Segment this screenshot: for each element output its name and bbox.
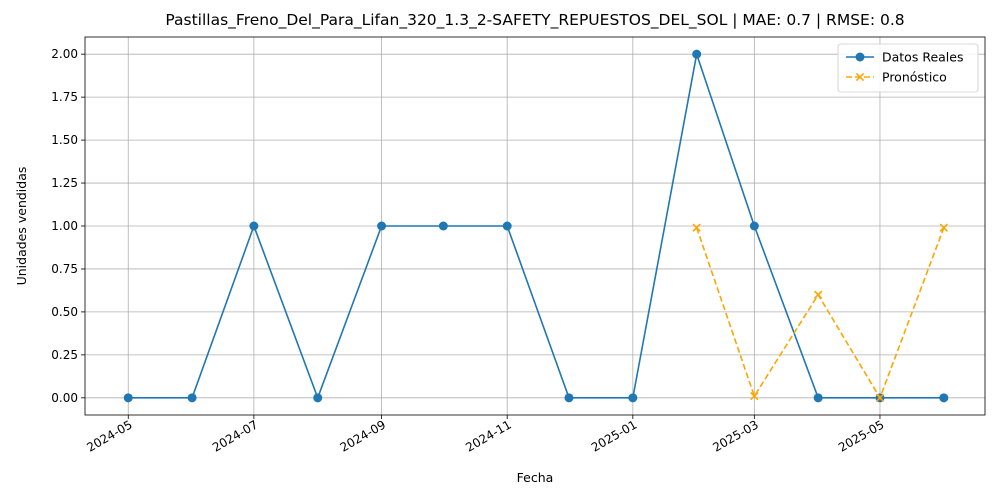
data-point-actual — [939, 393, 949, 403]
series-line-actual — [128, 51, 944, 401]
x-axis-label: Fecha — [517, 470, 554, 485]
legend-box — [837, 43, 979, 93]
x-tick-label: 2024-05 — [84, 417, 134, 454]
data-point-actual — [377, 221, 387, 231]
legend-entry: Pronóstico — [882, 70, 947, 85]
legend-entry: Datos Reales — [882, 50, 963, 65]
y-tick-label: 0.50 — [51, 305, 78, 319]
series-line-forecast — [695, 227, 945, 400]
x-tick-label: 2024-09 — [338, 417, 388, 454]
data-point-actual — [438, 221, 448, 231]
x-tick-label: 2025-01 — [589, 417, 639, 454]
data-point-forecast — [875, 393, 885, 402]
y-tick-label: 1.75 — [51, 90, 78, 104]
data-point-actual — [313, 393, 323, 403]
data-point-actual — [123, 393, 133, 403]
x-axis-ticks: 2024-05 2024-07 2024-09 2024-11 2025-01 2025-… — [84, 415, 886, 455]
data-point-actual — [692, 49, 702, 59]
data-point-actual — [502, 221, 512, 231]
data-point-forecast — [692, 223, 701, 232]
y-tick-label: 0.25 — [51, 348, 78, 362]
data-point-forecast — [750, 391, 759, 401]
y-tick-label: 1.00 — [51, 219, 78, 233]
data-point-actual — [628, 393, 638, 403]
x-tick-label: 2025-05 — [836, 417, 886, 454]
legend: Datos Reales Pronóstico — [837, 43, 979, 93]
legend-marker — [855, 52, 865, 62]
grid-lines — [85, 37, 985, 415]
data-point-actual — [749, 221, 759, 231]
data-point-forecast — [814, 290, 823, 299]
y-axis-ticks: 0.00 0.25 0.50 0.75 1.00 1.25 1.50 1.75 2.00 — [51, 47, 85, 405]
x-tick-label: 2025-03 — [710, 417, 760, 454]
y-tick-label: 0.75 — [51, 262, 78, 276]
y-axis-label: Unidades vendidas — [14, 167, 29, 286]
data-point-actual — [187, 393, 197, 403]
x-tick-label: 2024-07 — [210, 417, 260, 454]
legend-marker — [855, 72, 865, 82]
x-tick-label: 2024-11 — [463, 417, 513, 454]
series-layer — [123, 49, 949, 403]
data-point-actual — [249, 221, 259, 231]
data-point-actual — [813, 393, 823, 403]
y-tick-label: 1.50 — [51, 133, 78, 147]
y-tick-label: 0.00 — [51, 391, 78, 405]
plot-frame — [84, 36, 986, 416]
data-point-forecast — [939, 223, 948, 232]
data-point-actual — [564, 393, 574, 403]
y-tick-label: 1.25 — [51, 176, 78, 190]
chart-title: Pastillas_Freno_Del_Para_Lifan_320_1.3_2… — [165, 11, 904, 30]
y-tick-label: 2.00 — [51, 47, 78, 61]
